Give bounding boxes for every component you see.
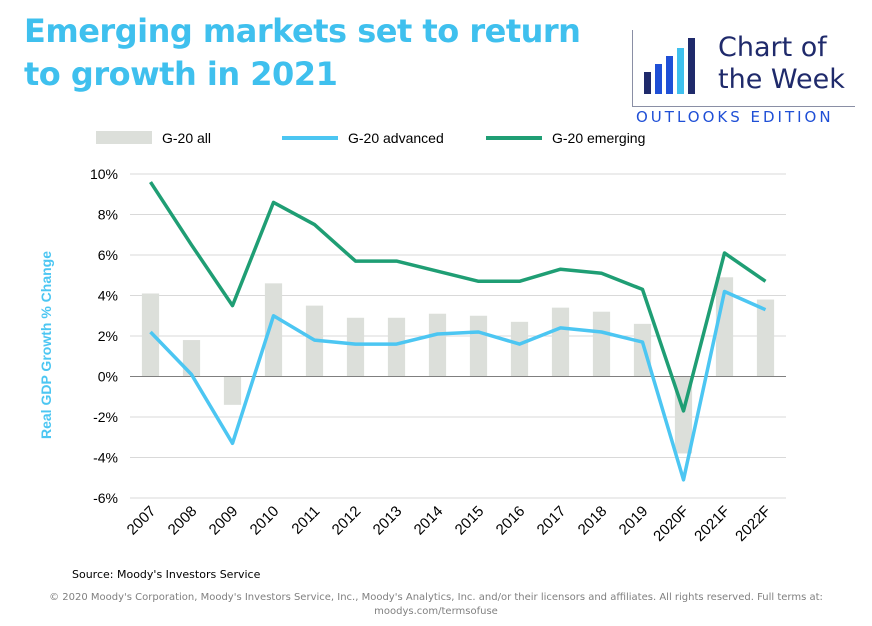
bar-2015	[469, 315, 488, 377]
bar-2018	[592, 311, 611, 377]
logo-line-1: Chart of	[718, 32, 827, 63]
legend-label: G-20 all	[162, 130, 211, 146]
logo-title: Chart of the Week	[718, 32, 845, 96]
bar-2008	[182, 340, 201, 377]
bar-2007	[141, 293, 160, 377]
y-tick-label: -6%	[93, 490, 118, 506]
y-tick-label: 4%	[98, 288, 118, 304]
bar-2017	[551, 307, 570, 377]
y-tick-label: -2%	[93, 409, 118, 425]
chart-title: Emerging markets set to return to growth…	[24, 12, 581, 93]
line-g-20-advanced	[149, 289, 767, 482]
bar-2013	[387, 317, 406, 377]
source-note: Source: Moody's Investors Service	[72, 568, 261, 581]
y-tick-label: -4%	[93, 450, 118, 466]
legend: G-20 all G-20 advanced G-20 emerging	[96, 130, 645, 146]
y-tick-label: 8%	[98, 207, 118, 223]
bar-2016	[510, 321, 529, 377]
y-tick-label: 10%	[90, 166, 118, 182]
x-tick-label: 2011	[288, 503, 323, 538]
bar-2022F	[756, 299, 775, 377]
x-tick-label: 2008	[165, 503, 201, 539]
x-tick-label: 2020F	[650, 503, 692, 545]
y-tick-label: 0%	[98, 369, 118, 385]
x-tick-label: 2022F	[732, 503, 774, 545]
bar-2009	[223, 376, 242, 405]
legend-swatch-bar	[96, 131, 152, 144]
bar-2012	[346, 317, 365, 377]
x-tick-label: 2007	[124, 503, 160, 539]
logo-line-2: the Week	[718, 64, 845, 95]
line-g-20-emerging	[149, 181, 767, 413]
x-tick-label: 2016	[493, 503, 529, 539]
line-series	[149, 181, 767, 482]
y-tick-labels: -6% -4% -2% 0% 2% 4% 6% 8% 10%	[90, 166, 118, 506]
x-tick-label: 2012	[329, 503, 365, 539]
x-tick-label: 2019	[616, 503, 652, 539]
x-tick-labels: 2007 2008 2009 2010 2011 2012 2013 2014 2015 2016…	[124, 503, 775, 545]
x-tick-label: 2014	[411, 503, 447, 539]
legend-label: G-20 advanced	[348, 130, 444, 146]
bar-2010	[264, 283, 283, 377]
bar-chart-icon	[644, 38, 695, 94]
x-tick-label: 2021F	[691, 503, 733, 545]
legend-label: G-20 emerging	[552, 130, 645, 146]
x-tick-label: 2013	[370, 503, 406, 539]
bar-2021F	[715, 277, 734, 377]
x-tick-label: 2018	[575, 503, 611, 539]
x-tick-label: 2010	[247, 503, 283, 539]
x-tick-label: 2017	[534, 503, 570, 539]
bar-2019	[633, 323, 652, 377]
x-tick-label: 2009	[206, 503, 242, 539]
x-tick-label: 2015	[452, 503, 488, 539]
bar-2014	[428, 313, 447, 377]
y-tick-label: 2%	[98, 328, 118, 344]
chart-of-the-week-logo: Chart of the Week OUTLOOKS EDITION	[632, 30, 858, 128]
logo-subtitle: OUTLOOKS EDITION	[636, 108, 834, 126]
y-axis-label: Real GDP Growth % Change	[38, 251, 54, 439]
gdp-growth-chart: -6%-4%-2%0%2%4%6%8%10% 2007 2008 2009 2010 2…	[38, 130, 786, 545]
logo-frame	[632, 30, 855, 107]
copyright-note: © 2020 Moody's Corporation, Moody's Inve…	[49, 592, 823, 617]
y-tick-label: 6%	[98, 247, 118, 263]
